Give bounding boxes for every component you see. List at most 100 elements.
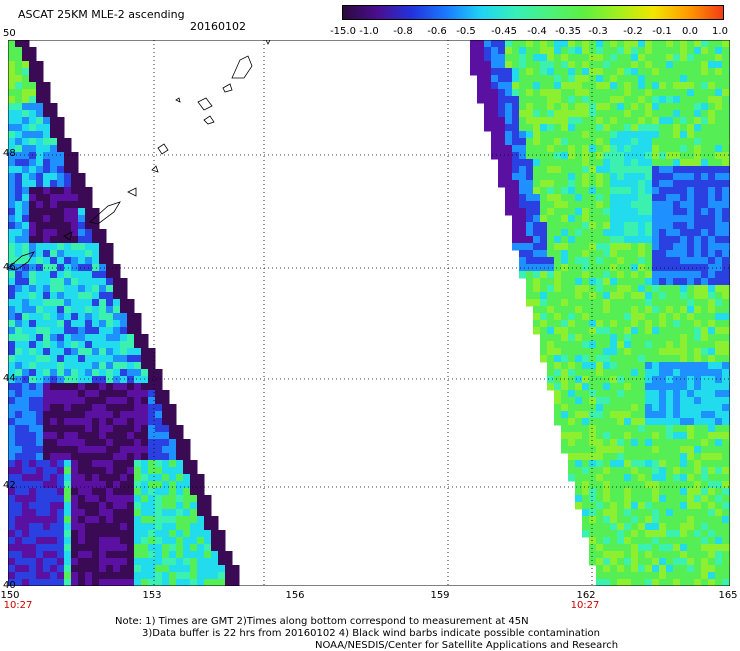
swath-cell	[99, 327, 107, 335]
colorbar-tick-label: -0.6	[427, 26, 447, 37]
swath-cell	[15, 47, 23, 55]
swath-cell	[148, 523, 156, 531]
swath-cell	[64, 166, 72, 174]
swath-cell	[582, 145, 590, 153]
swath-cell	[659, 117, 667, 125]
swath-cell	[603, 194, 611, 202]
swath-cell	[540, 110, 548, 118]
swath-cell	[519, 208, 527, 216]
swath-cell	[526, 208, 534, 216]
swath-cell	[652, 558, 660, 566]
swath-cell	[638, 341, 646, 349]
swath-cell	[533, 271, 541, 279]
swath-cell	[22, 439, 30, 447]
swath-cell	[708, 383, 716, 391]
swath-cell	[610, 565, 618, 573]
swath-cell	[99, 376, 107, 384]
swath-cell	[680, 201, 688, 209]
swath-cell	[57, 551, 65, 559]
swath-cell	[71, 481, 79, 489]
swath-cell	[554, 131, 562, 139]
swath-cell	[36, 194, 44, 202]
swath-cell	[617, 222, 625, 230]
swath-cell	[624, 467, 632, 475]
swath-cell	[547, 341, 555, 349]
swath-cell	[596, 376, 604, 384]
swath-cell	[617, 495, 625, 503]
swath-cell	[596, 194, 604, 202]
swath-cell	[71, 537, 79, 545]
swath-cell	[645, 348, 653, 356]
swath-cell	[183, 446, 191, 454]
swath-cell	[22, 306, 30, 314]
swath-cell	[708, 320, 716, 328]
swath-cell	[694, 236, 702, 244]
swath-cell	[659, 243, 667, 251]
swath-cell	[631, 40, 639, 48]
swath-cell	[120, 390, 128, 398]
swath-cell	[22, 383, 30, 391]
swath-cell	[568, 355, 576, 363]
swath-cell	[519, 201, 527, 209]
swath-cell	[57, 187, 65, 195]
swath-cell	[29, 292, 37, 300]
swath-cell	[141, 460, 149, 468]
swath-cell	[603, 54, 611, 62]
swath-cell	[722, 180, 730, 188]
swath-cell	[57, 376, 65, 384]
swath-cell	[652, 404, 660, 412]
swath-cell	[498, 40, 506, 48]
swath-cell	[50, 145, 58, 153]
swath-cell	[8, 334, 16, 342]
swath-cell	[575, 453, 583, 461]
swath-cell	[43, 523, 51, 531]
swath-cell	[638, 61, 646, 69]
swath-cell	[57, 432, 65, 440]
swath-cell	[22, 334, 30, 342]
swath-cell	[85, 495, 93, 503]
swath-cell	[540, 355, 548, 363]
longitude-label: 150	[0, 590, 20, 601]
swath-cell	[575, 257, 583, 265]
swath-cell	[631, 516, 639, 524]
swath-cell	[540, 348, 548, 356]
swath-cell	[589, 187, 597, 195]
swath-cell	[680, 320, 688, 328]
latitude-label: 44	[3, 373, 16, 384]
swath-cell	[127, 299, 135, 307]
swath-cell	[92, 208, 100, 216]
swath-cell	[57, 390, 65, 398]
swath-cell	[645, 117, 653, 125]
swath-cell	[680, 411, 688, 419]
swath-cell	[722, 418, 730, 426]
swath-cell	[64, 474, 72, 482]
swath-cell	[470, 61, 478, 69]
swath-cell	[127, 516, 135, 524]
swath-cell	[64, 509, 72, 517]
swath-cell	[92, 551, 100, 559]
swath-cell	[694, 201, 702, 209]
swath-cell	[36, 278, 44, 286]
swath-cell	[127, 509, 135, 517]
swath-cell	[680, 82, 688, 90]
swath-cell	[617, 89, 625, 97]
swath-cell	[134, 579, 142, 586]
swath-cell	[22, 544, 30, 552]
swath-cell	[162, 390, 170, 398]
swath-cell	[64, 488, 72, 496]
swath-cell	[211, 565, 219, 573]
swath-cell	[659, 432, 667, 440]
swath-cell	[582, 96, 590, 104]
swath-cell	[652, 411, 660, 419]
swath-cell	[148, 376, 156, 384]
swath-cell	[624, 208, 632, 216]
swath-cell	[582, 236, 590, 244]
swath-cell	[547, 40, 555, 48]
swath-cell	[113, 313, 121, 321]
swath-cell	[568, 474, 576, 482]
swath-cell	[50, 460, 58, 468]
swath-cell	[533, 103, 541, 111]
swath-cell	[673, 530, 681, 538]
swath-cell	[547, 82, 555, 90]
swath-cell	[561, 47, 569, 55]
